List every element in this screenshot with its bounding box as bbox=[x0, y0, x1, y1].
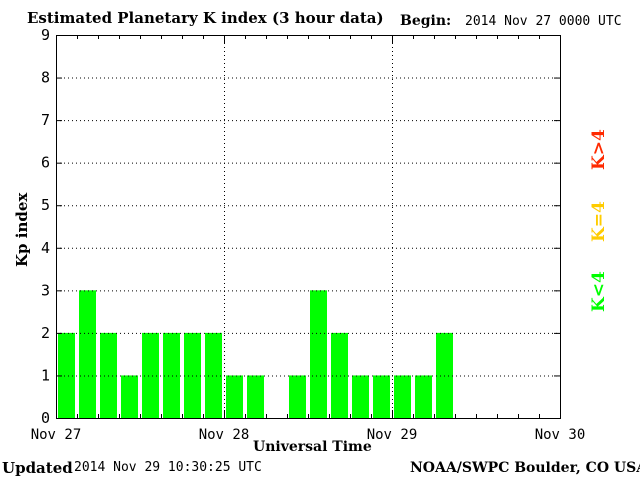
y-tick-label: 2 bbox=[41, 324, 50, 342]
x-tick-label: Nov 28 bbox=[199, 427, 250, 443]
y-tick-label: 4 bbox=[41, 239, 50, 257]
y-tick-label: 0 bbox=[41, 409, 50, 427]
bar bbox=[205, 332, 222, 418]
bar bbox=[289, 375, 306, 418]
y-tick-label: 1 bbox=[41, 366, 50, 384]
begin-value: 2014 Nov 27 0000 UTC bbox=[465, 14, 622, 29]
y-axis-label: Kp index bbox=[13, 192, 31, 267]
chart-title: Estimated Planetary K index (3 hour data… bbox=[27, 9, 384, 27]
bar bbox=[415, 375, 432, 418]
bar bbox=[226, 375, 243, 418]
updated-timestamp: 2014 Nov 29 10:30:25 UTC bbox=[74, 460, 262, 475]
y-tick-label: 5 bbox=[41, 196, 50, 214]
begin-label: Begin: bbox=[400, 13, 452, 29]
x-tick-label: Nov 29 bbox=[367, 427, 418, 443]
y-tick-label: 3 bbox=[41, 281, 50, 299]
y-tick-label: 8 bbox=[41, 69, 50, 87]
plot-frame bbox=[56, 35, 561, 419]
x-tick-label: Nov 30 bbox=[535, 427, 586, 443]
bar bbox=[331, 332, 348, 418]
bar bbox=[394, 375, 411, 418]
credit-text: NOAA/SWPC Boulder, CO USA bbox=[410, 460, 640, 476]
x-axis-label: Universal Time bbox=[253, 439, 372, 455]
updated-label: Updated bbox=[2, 459, 73, 477]
x-tick-label: Nov 27 bbox=[31, 427, 82, 443]
bar bbox=[373, 375, 390, 418]
y-tick-label: 7 bbox=[41, 111, 50, 129]
legend-k-above-4: K>4 bbox=[589, 129, 609, 170]
y-tick-label: 9 bbox=[41, 26, 50, 44]
bar bbox=[247, 375, 264, 418]
bar bbox=[121, 375, 138, 418]
bar bbox=[79, 290, 96, 418]
y-tick-label: 6 bbox=[41, 154, 50, 172]
bar bbox=[310, 290, 327, 418]
bar bbox=[352, 375, 369, 418]
legend-k-below-4: K<4 bbox=[589, 271, 609, 312]
bar bbox=[142, 332, 159, 418]
legend-k-equals-4: K=4 bbox=[589, 201, 609, 242]
bar bbox=[163, 332, 180, 418]
bar bbox=[58, 332, 75, 418]
